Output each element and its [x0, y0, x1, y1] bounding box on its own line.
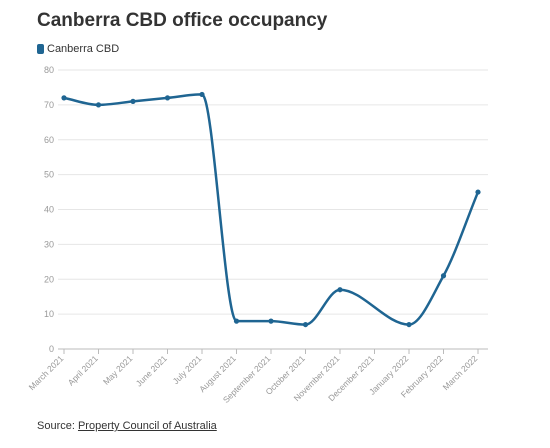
data-point-5[interactable]: [233, 318, 240, 324]
source-prefix: Source:: [37, 420, 78, 432]
x-tick-label-1: April 2021: [66, 353, 100, 387]
x-tick-label-3: June 2021: [134, 353, 169, 388]
data-point-10[interactable]: [406, 321, 412, 328]
x-tick-label-4: July 2021: [171, 353, 204, 386]
legend[interactable]: Canberra CBD: [37, 42, 119, 56]
data-point-1[interactable]: [95, 102, 102, 108]
y-tick-label-20: 20: [44, 274, 54, 284]
y-tick-label-50: 50: [44, 170, 54, 180]
y-tick-labels: 0 10 20 30 40 50 60 70 80: [44, 65, 54, 354]
x-tick-label-0: March 2021: [27, 353, 66, 392]
data-point-7[interactable]: [302, 321, 309, 328]
legend-label: Canberra CBD: [47, 43, 120, 55]
y-tick-label-0: 0: [49, 344, 54, 354]
grid-lines: [58, 69, 488, 350]
y-tick-label-80: 80: [44, 65, 54, 75]
data-point-2[interactable]: [130, 98, 136, 104]
data-point-4[interactable]: [199, 91, 205, 98]
source-link[interactable]: Property Council of Australia: [77, 420, 217, 432]
data-point-11[interactable]: [440, 273, 447, 279]
y-tick-label-10: 10: [44, 309, 54, 319]
source-note: Source: Property Council of Australia: [37, 420, 217, 432]
y-tick-label-40: 40: [44, 205, 54, 215]
x-tick-label-12: March 2022: [441, 353, 480, 392]
legend-swatch: [37, 44, 44, 54]
y-tick-label-60: 60: [44, 135, 54, 145]
data-point-0[interactable]: [61, 95, 67, 101]
y-tick-label-30: 30: [44, 239, 54, 249]
data-point-3[interactable]: [164, 95, 171, 101]
chart-title: Canberra CBD office occupancy: [37, 10, 328, 31]
data-points: [61, 91, 481, 328]
x-tick-label-2: May 2021: [101, 353, 135, 387]
x-ticks: March 2021 April 2021 May 2021 June 2021 Jul…: [27, 349, 480, 405]
data-point-8[interactable]: [337, 287, 343, 293]
data-point-6[interactable]: [268, 318, 274, 324]
data-point-12[interactable]: [475, 189, 481, 195]
y-tick-label-70: 70: [44, 100, 54, 110]
